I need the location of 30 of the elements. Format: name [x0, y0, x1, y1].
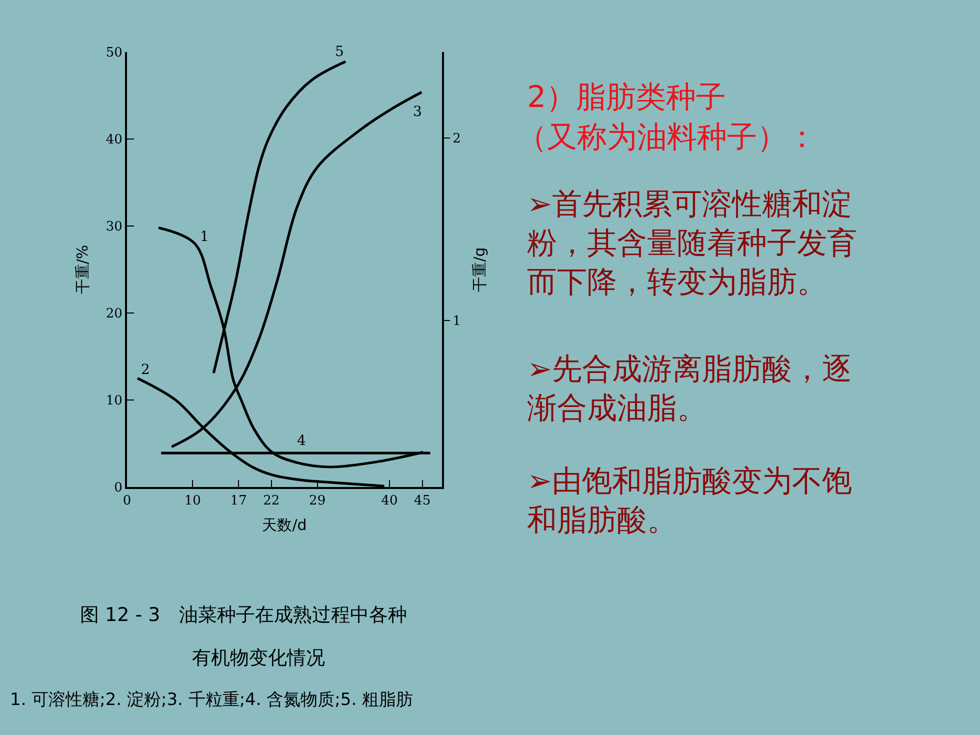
x-tick-label: 22 — [263, 494, 280, 509]
text: ➢首先积累可溶性糖和淀粉，其含量随着种子发育而下降，转变为脂肪。 — [527, 187, 857, 300]
y-tick-label: 40 — [106, 132, 122, 148]
x-tick-label: 10 — [184, 494, 201, 509]
y-axis-title: 干重/% — [74, 244, 92, 294]
x-tick-label: 45 — [414, 494, 431, 509]
series-label: 2 — [141, 362, 150, 378]
text: ➢先合成游离脂肪酸，逐渐合成油脂。 — [527, 352, 852, 426]
series-label: 4 — [297, 433, 306, 449]
y-tick-label: 50 — [106, 46, 122, 61]
y-tick-label: 0 — [114, 480, 122, 496]
text: 2）脂肪类种子 — [527, 80, 726, 115]
text: （又称为油料种子）： — [517, 120, 817, 155]
y-tick-label: 30 — [106, 220, 122, 235]
y2-tick-label: 2 — [452, 131, 461, 146]
series-label: 3 — [413, 104, 422, 120]
text: 1. 可溶性糖;2. 淀粉;3. 千粒重;4. 含氮物质;5. 粗脂肪 — [10, 690, 414, 710]
y2-axis-title: 干重/g — [470, 247, 488, 292]
y-tick-label: 20 — [106, 306, 122, 322]
y2-tick-label: 1 — [452, 314, 461, 330]
y-tick-label: 10 — [106, 394, 122, 409]
caption: 图 12 - 3 油菜种子在成熟过程中各种 — [80, 604, 408, 626]
text: ➢由饱和脂肪酸变为不饱和脂肪酸。 — [527, 464, 852, 538]
x-tick-label: 40 — [381, 494, 398, 509]
x-axis-title: 天数/d — [262, 516, 307, 534]
series-label: 5 — [335, 44, 344, 60]
x-tick-label: 29 — [309, 494, 326, 509]
series-label: 1 — [200, 229, 209, 245]
text: 有机物变化情况 — [192, 647, 325, 669]
x-tick-label: 17 — [230, 494, 247, 509]
